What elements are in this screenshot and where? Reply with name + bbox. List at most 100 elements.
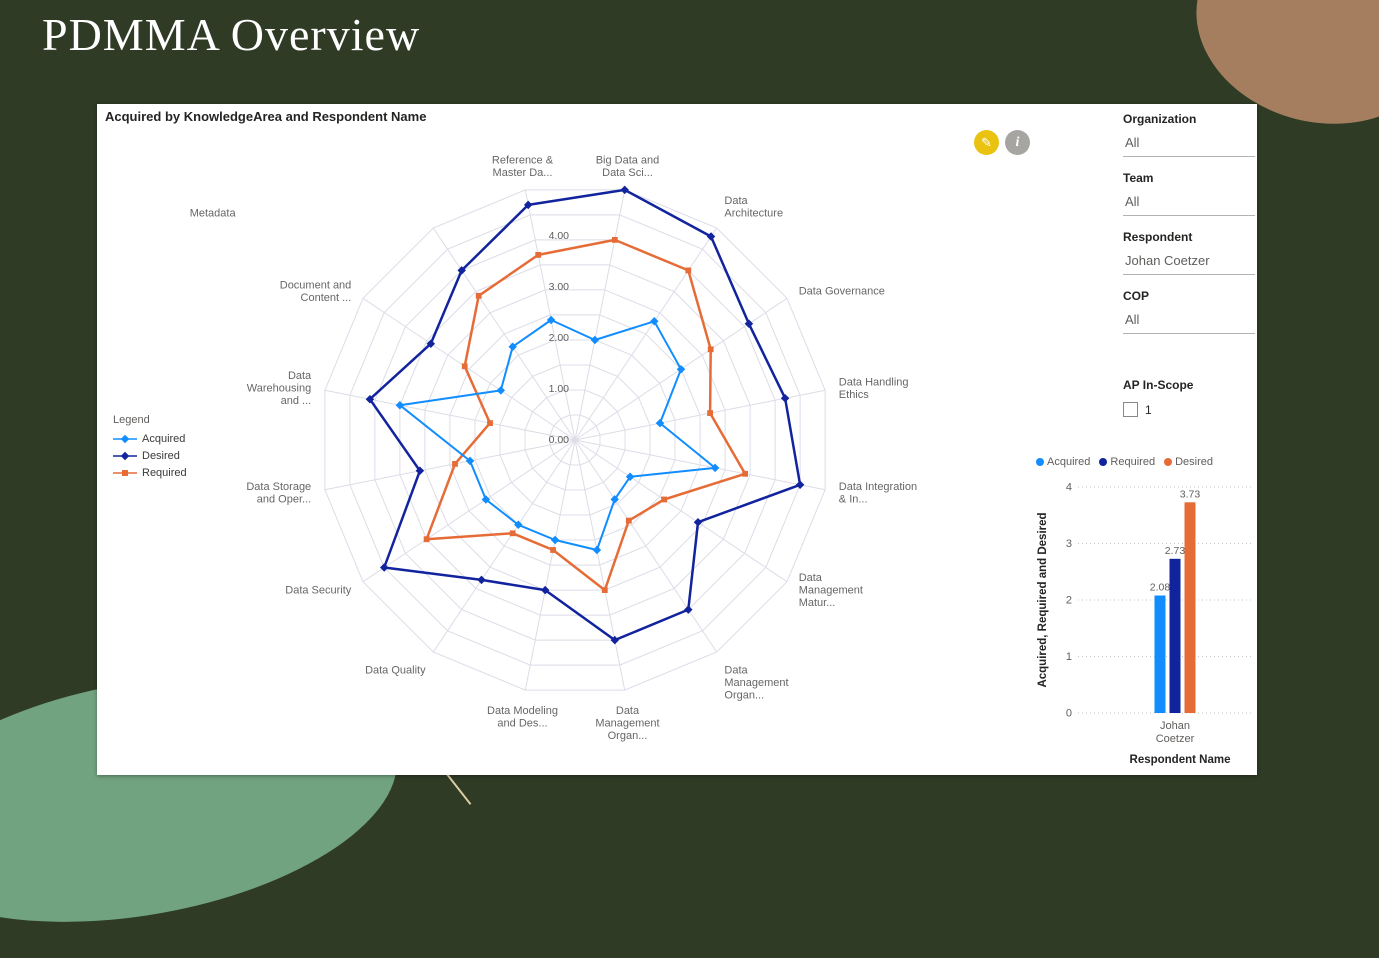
radar-marker-acquired[interactable] xyxy=(710,463,720,473)
radar-marker-required[interactable] xyxy=(742,470,748,477)
radar-marker-acquired[interactable] xyxy=(550,535,560,545)
radar-marker-required[interactable] xyxy=(661,496,667,503)
radar-axis-label: Document and Content ... xyxy=(280,279,352,304)
filter-value-dropdown[interactable]: All xyxy=(1123,189,1255,216)
filter-team: Team All xyxy=(1123,171,1255,216)
bar-legend-item-required[interactable]: Required xyxy=(1099,456,1155,468)
radar-ring-label: 2.00 xyxy=(549,332,570,344)
radar-marker-acquired[interactable] xyxy=(395,400,405,410)
bar-value-label: 2.08 xyxy=(1150,582,1171,594)
radar-marker-required[interactable] xyxy=(707,410,713,416)
radar-marker-desired[interactable] xyxy=(780,393,790,403)
radar-marker-required[interactable] xyxy=(509,530,516,537)
radar-axis-label: Data Warehousing and ... xyxy=(247,370,312,407)
radar-marker-required[interactable] xyxy=(625,517,632,524)
bar-legend-label: Desired xyxy=(1175,456,1213,468)
filter-value-dropdown[interactable]: Johan Coetzer xyxy=(1123,248,1255,275)
radar-marker-required[interactable] xyxy=(550,547,556,553)
bar-acquired[interactable] xyxy=(1154,595,1166,714)
radar-legend-item-desired[interactable]: Desired xyxy=(113,450,187,462)
radar-marker-required[interactable] xyxy=(461,363,468,370)
radar-grid-spoke xyxy=(362,439,576,583)
radar-axis-label: Data Management Organ... xyxy=(724,665,788,702)
radar-marker-acquired[interactable] xyxy=(610,495,619,504)
radar-marker-required[interactable] xyxy=(423,536,430,543)
radar-marker-desired[interactable] xyxy=(610,635,620,645)
radar-marker-required[interactable] xyxy=(452,461,458,467)
radar-marker-required[interactable] xyxy=(601,587,608,593)
radar-grid-spoke xyxy=(574,439,826,491)
radar-legend-title: Legend xyxy=(113,414,150,426)
page-title: PDMMA Overview xyxy=(42,9,421,60)
radar-marker-required[interactable] xyxy=(685,267,692,274)
radar-marker-acquired[interactable] xyxy=(546,315,556,325)
radar-marker-acquired[interactable] xyxy=(496,386,506,395)
info-icon[interactable]: i xyxy=(1005,130,1030,155)
radar-axis-label: Data Governance xyxy=(799,286,885,298)
radar-marker-required[interactable] xyxy=(611,237,618,243)
radar-marker-acquired[interactable] xyxy=(625,472,635,482)
bar-required[interactable] xyxy=(1169,558,1181,713)
filter-value-dropdown[interactable]: All xyxy=(1123,307,1255,334)
radar-grid-spoke xyxy=(574,439,626,691)
radar-grid-spoke xyxy=(432,227,576,441)
radar-axis-label: Data Architecture xyxy=(724,195,783,220)
radar-marker-desired[interactable] xyxy=(744,319,754,329)
radar-marker-desired[interactable] xyxy=(457,266,466,275)
radar-marker-desired[interactable] xyxy=(426,339,436,348)
bar-chart: 0 1 2 3 4 Acquired, Required and Desired 2.08 2… xyxy=(1037,482,1252,766)
x-category-label: Johan xyxy=(1160,720,1190,732)
radar-marker-desired[interactable] xyxy=(415,466,425,476)
radar-grid-spoke xyxy=(524,439,576,691)
radar-marker-acquired[interactable] xyxy=(655,418,665,428)
radar-legend-item-required[interactable]: Required xyxy=(113,467,187,479)
radar-marker-acquired[interactable] xyxy=(465,456,475,466)
radar-marker-acquired[interactable] xyxy=(481,495,491,504)
radar-marker-desired[interactable] xyxy=(795,480,805,490)
acquired-marker-icon xyxy=(113,434,137,444)
y-tick-label: 0 xyxy=(1066,708,1072,720)
bar-legend-label: Required xyxy=(1110,456,1156,468)
radar-axis-label: Big Data and Data Sci... xyxy=(596,155,660,180)
filter-label: Respondent xyxy=(1123,230,1193,244)
radar-marker-desired[interactable] xyxy=(379,563,389,572)
radar-marker-desired[interactable] xyxy=(365,394,375,404)
filter-value-dropdown[interactable]: All xyxy=(1123,130,1255,157)
required-dot-icon xyxy=(1099,458,1108,466)
radar-grid-spoke xyxy=(574,227,718,441)
radar-marker-required[interactable] xyxy=(475,292,482,299)
bar-legend-label: Acquired xyxy=(1047,456,1091,468)
radar-axis-label: Reference & Master Da... xyxy=(492,155,554,180)
radar-marker-required[interactable] xyxy=(535,252,542,258)
bar-chart-legend: Acquired Required Desired xyxy=(1036,454,1260,470)
radar-ring-label: 0.00 xyxy=(549,434,570,446)
radar-marker-desired[interactable] xyxy=(477,575,486,585)
ap-in-scope-label: AP In-Scope xyxy=(1123,378,1194,392)
radar-marker-acquired[interactable] xyxy=(592,545,602,555)
radar-legend-item-acquired[interactable]: Acquired xyxy=(113,433,187,445)
required-marker-icon xyxy=(113,470,137,476)
radar-marker-required[interactable] xyxy=(707,346,714,353)
radar-ring-label: 1.00 xyxy=(549,383,570,395)
radar-series-desired[interactable] xyxy=(368,188,802,642)
filter-label: Organization xyxy=(1123,112,1197,126)
radar-marker-desired[interactable] xyxy=(540,585,550,595)
radar-grid-spoke xyxy=(362,297,576,441)
bar-legend-item-desired[interactable]: Desired xyxy=(1164,456,1213,468)
radar-grid-spoke xyxy=(432,439,576,653)
radar-marker-required[interactable] xyxy=(487,420,493,426)
radar-marker-desired[interactable] xyxy=(684,605,693,614)
radar-grid-spoke xyxy=(574,439,718,653)
ap-in-scope-checkbox[interactable] xyxy=(1123,402,1138,417)
bar-chart-panel: Acquired Required Desired 0 1 2 3 4 Acquired, R… xyxy=(1032,454,1260,774)
radar-marker-acquired[interactable] xyxy=(590,335,600,345)
radar-marker-desired[interactable] xyxy=(693,517,703,527)
bar-legend-item-acquired[interactable]: Acquired xyxy=(1036,456,1090,468)
ap-in-scope-row: 1 xyxy=(1123,402,1255,417)
radar-axis-label: Data Management Matur... xyxy=(799,572,863,609)
radar-grid-spoke xyxy=(524,189,576,441)
bar-desired[interactable] xyxy=(1184,502,1196,713)
edit-pencil-icon[interactable]: ✎ xyxy=(974,130,999,155)
radar-marker-acquired[interactable] xyxy=(650,317,659,326)
acquired-dot-icon xyxy=(1036,458,1044,466)
